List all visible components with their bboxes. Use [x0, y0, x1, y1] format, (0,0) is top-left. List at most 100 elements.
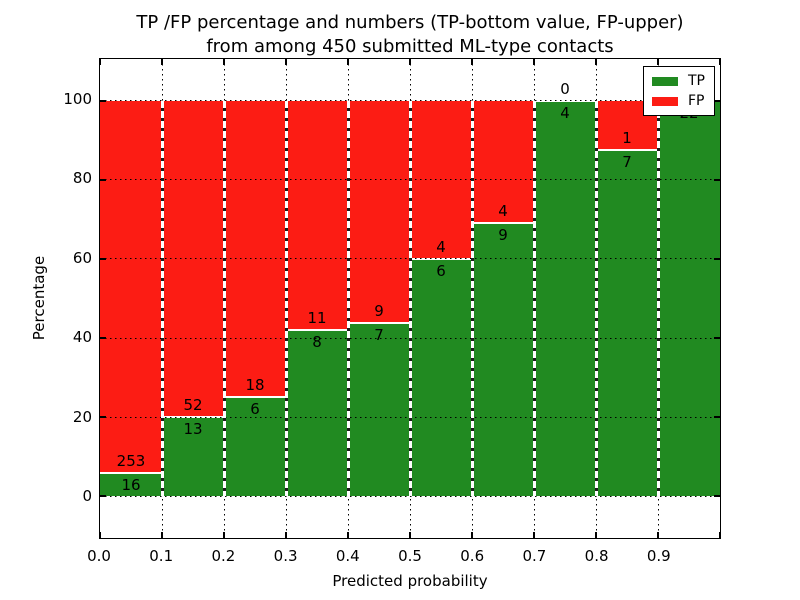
bar-label-tp: 4	[560, 103, 570, 122]
x-tick-label: 0.9	[646, 547, 671, 565]
chart-title: TP /FP percentage and numbers (TP-bottom…	[99, 11, 721, 59]
y-tick-mark	[714, 258, 720, 260]
x-tick-mark	[285, 532, 287, 538]
x-tick-label: 0.6	[460, 547, 485, 565]
x-tick-mark	[99, 532, 101, 538]
x-tick-label: 0.8	[584, 547, 609, 565]
x-tick-mark	[409, 59, 411, 65]
y-tick-label: 40	[72, 328, 92, 347]
bar-segment-tp	[348, 323, 410, 497]
x-tick-label: 0.2	[211, 547, 236, 565]
bar-label-tp: 7	[374, 326, 384, 345]
y-tick-label: 100	[63, 90, 92, 109]
bar-stack-edge	[534, 99, 596, 102]
bar-stack-edge	[224, 396, 286, 399]
x-tick-label: 0.1	[149, 547, 174, 565]
bar-segment-tp	[534, 100, 596, 497]
bar-label-fp: 4	[436, 237, 446, 256]
x-tick-mark	[533, 532, 535, 538]
x-tick-label: 0.5	[398, 547, 422, 565]
bar-segment-tp	[472, 222, 534, 497]
x-tick-mark	[657, 532, 659, 538]
y-tick-label: 60	[72, 248, 92, 267]
bar-stack-edge	[286, 328, 348, 331]
x-tick-mark	[99, 59, 101, 65]
bar-segment-tp	[658, 100, 720, 497]
bar-label-fp: 253	[116, 451, 146, 470]
x-tick-mark	[223, 59, 225, 65]
x-tick-mark	[347, 532, 349, 538]
bar-label-tp: 6	[436, 261, 446, 280]
bar-label-fp: 1	[622, 129, 632, 148]
y-tick-mark	[714, 495, 720, 497]
y-tick-mark	[100, 258, 106, 260]
legend-label: TP	[688, 73, 705, 89]
bar-segment-fp	[410, 100, 472, 259]
bar-label-fp: 11	[307, 308, 327, 327]
bar-segment-tp	[286, 329, 348, 497]
x-tick-mark	[223, 532, 225, 538]
bar-stack-edge	[410, 257, 472, 260]
bar-label-fp: 0	[560, 79, 570, 98]
y-tick-mark	[100, 337, 106, 339]
bar-label-tp: 9	[498, 225, 508, 244]
bar-segment-tp	[162, 417, 224, 497]
x-tick-mark	[595, 59, 597, 65]
x-tick-mark	[471, 59, 473, 65]
x-tick-mark	[657, 59, 659, 65]
bar-segment-tp	[100, 472, 162, 497]
bar-stack-edge	[472, 221, 534, 224]
bar-label-fp: 52	[183, 396, 203, 415]
y-tick-mark	[100, 495, 106, 497]
x-tick-mark	[719, 532, 721, 538]
x-tick-label: 0.0	[87, 547, 111, 565]
x-tick-label: 0.3	[273, 547, 298, 565]
legend-label: FP	[688, 93, 705, 109]
y-tick-mark	[100, 416, 106, 418]
bar-stack-edge	[162, 416, 224, 419]
bar-segment-fp	[100, 100, 162, 473]
legend-item-fp: FP	[652, 91, 705, 111]
legend-swatch-icon	[652, 96, 678, 106]
x-tick-label: 0.4	[335, 547, 360, 565]
chart-title-line1: TP /FP percentage and numbers (TP-bottom…	[136, 12, 684, 33]
x-tick-mark	[719, 59, 721, 65]
x-tick-mark	[595, 532, 597, 538]
y-tick-mark	[100, 179, 106, 181]
bar-segment-fp	[348, 100, 410, 324]
y-tick-mark	[714, 179, 720, 181]
y-tick-mark	[100, 100, 106, 102]
y-tick-mark	[714, 337, 720, 339]
bar-stack-edge	[348, 322, 410, 325]
bar-label-tp: 13	[183, 420, 203, 439]
y-tick-label: 80	[72, 169, 92, 188]
legend: TP FP	[643, 66, 715, 116]
bar-stack-edge	[100, 471, 162, 474]
y-tick-mark	[714, 416, 720, 418]
legend-swatch-icon	[652, 76, 678, 86]
bar-label-tp: 7	[622, 153, 632, 172]
x-tick-mark	[285, 59, 287, 65]
x-tick-mark	[161, 532, 163, 538]
x-tick-mark	[161, 59, 163, 65]
bar-label-fp: 4	[498, 201, 508, 220]
bar-stack-edge	[596, 149, 658, 152]
chart-title-line2: from among 450 submitted ML-type contact…	[206, 36, 614, 57]
bar-label-tp: 16	[121, 475, 141, 494]
legend-item-tp: TP	[652, 71, 705, 91]
bar-label-fp: 9	[374, 302, 384, 321]
y-tick-label: 0	[82, 486, 92, 505]
bar-segment-tp	[596, 150, 658, 497]
x-tick-mark	[409, 532, 411, 538]
bar-segment-fp	[224, 100, 286, 398]
x-tick-mark	[533, 59, 535, 65]
bar-segment-tp	[410, 258, 472, 497]
bar-segment-fp	[286, 100, 348, 330]
y-tick-label: 20	[72, 407, 92, 426]
bar-label-tp: 6	[250, 400, 260, 419]
bar-segment-tp	[224, 397, 286, 497]
bar-label-fp: 18	[245, 376, 265, 395]
bar-label-tp: 8	[312, 332, 322, 351]
